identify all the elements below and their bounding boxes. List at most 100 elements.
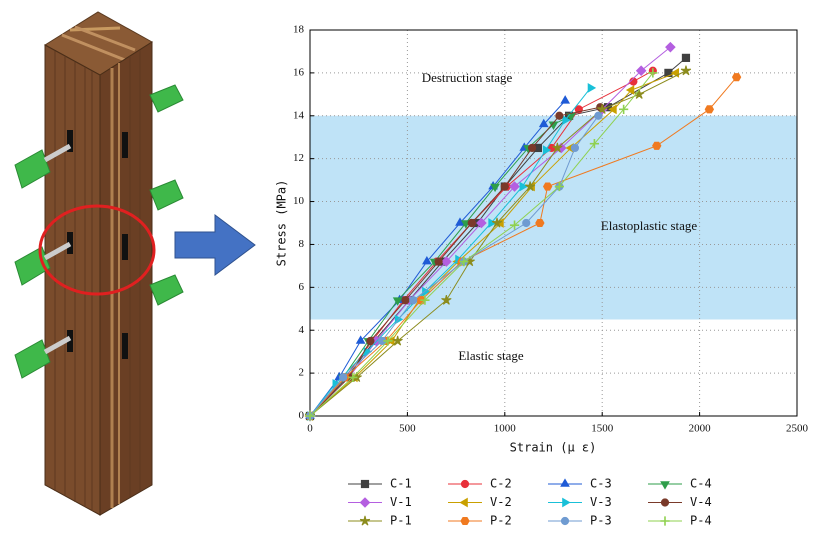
x-tick-label: 500 — [399, 423, 416, 435]
series-line — [309, 106, 601, 417]
marker — [542, 145, 552, 155]
marker — [535, 218, 545, 228]
legend-label: C-3 — [590, 477, 612, 491]
marker — [660, 516, 670, 526]
marker — [355, 335, 366, 344]
series-line — [309, 57, 687, 417]
marker — [619, 104, 629, 114]
marker — [519, 181, 528, 192]
marker — [587, 83, 597, 93]
marker — [409, 296, 418, 305]
marker — [554, 181, 564, 192]
y-tick-label: 6 — [299, 281, 305, 293]
marker — [680, 65, 692, 76]
marker — [339, 373, 348, 382]
marker — [476, 217, 487, 229]
marker — [459, 257, 469, 267]
y-tick-label: 18 — [293, 24, 305, 36]
marker — [359, 497, 371, 508]
legend-label: V-4 — [690, 495, 712, 509]
marker — [625, 85, 635, 95]
legend-label: C-4 — [690, 477, 712, 491]
marker — [491, 217, 503, 228]
marker — [360, 479, 370, 489]
marker — [635, 65, 647, 77]
legend-label: V-3 — [590, 495, 612, 509]
marker — [660, 498, 670, 507]
marker — [422, 286, 431, 297]
marker — [422, 256, 432, 265]
series-line — [309, 76, 737, 417]
legend-label: P-4 — [690, 514, 712, 528]
x-tick-label: 2000 — [689, 423, 712, 435]
marker — [560, 478, 570, 487]
marker — [555, 111, 564, 120]
marker — [434, 257, 443, 266]
legend-label: P-3 — [590, 514, 612, 528]
annotation: Elastic stage — [458, 348, 524, 363]
y-tick-label: 10 — [293, 195, 305, 207]
marker — [608, 104, 617, 115]
y-axis-title: Stress (MPa) — [275, 180, 289, 267]
marker — [441, 294, 452, 305]
annotation: Destruction stage — [422, 70, 513, 85]
marker — [660, 481, 670, 490]
marker — [348, 372, 358, 382]
marker — [560, 516, 570, 526]
marker — [383, 336, 393, 346]
marker — [460, 516, 470, 526]
marker — [359, 515, 371, 526]
x-tick-label: 2500 — [786, 423, 809, 435]
legend-label: P-1 — [390, 514, 412, 528]
marker — [459, 497, 468, 508]
column-illustration — [14, 11, 256, 516]
marker — [305, 411, 315, 421]
legend-label: C-2 — [490, 477, 512, 491]
annotation: Elastoplastic stage — [601, 218, 698, 233]
marker — [652, 141, 662, 150]
series: P-1 — [304, 65, 692, 528]
y-tick-label: 0 — [299, 410, 305, 422]
x-tick-label: 1500 — [591, 423, 614, 435]
marker — [490, 183, 500, 193]
marker — [467, 218, 476, 228]
legend-label: C-1 — [390, 477, 412, 491]
x-tick-label: 1000 — [494, 423, 517, 435]
marker — [366, 336, 375, 346]
y-tick-label: 12 — [293, 152, 304, 164]
marker — [392, 335, 403, 346]
plot-frame — [309, 29, 798, 417]
x-axis-title: Strain (μ ε) — [510, 441, 597, 455]
legend-label: P-2 — [490, 514, 512, 528]
marker — [562, 115, 571, 125]
y-tick-label: 16 — [293, 66, 305, 78]
marker — [562, 497, 571, 508]
marker — [542, 182, 553, 191]
series-line — [309, 115, 572, 417]
marker — [704, 105, 715, 114]
marker — [392, 297, 403, 306]
marker — [552, 142, 563, 153]
marker — [460, 479, 470, 489]
marker — [538, 118, 549, 128]
y-tick-label: 4 — [299, 324, 305, 336]
series: P-4 — [305, 68, 712, 528]
x-tick-label: 0 — [307, 423, 313, 435]
marker — [570, 143, 580, 153]
marker — [670, 68, 680, 78]
series-line — [309, 72, 654, 417]
marker — [522, 218, 531, 228]
series-line — [309, 100, 566, 417]
y-tick-label: 14 — [293, 109, 305, 121]
marker — [527, 143, 537, 153]
marker — [681, 53, 691, 62]
marker — [594, 111, 603, 120]
legend-label: V-2 — [490, 495, 512, 509]
marker — [589, 139, 600, 149]
marker — [731, 73, 742, 82]
legend-label: V-1 — [390, 495, 412, 509]
marker — [525, 181, 536, 192]
marker — [665, 41, 676, 53]
